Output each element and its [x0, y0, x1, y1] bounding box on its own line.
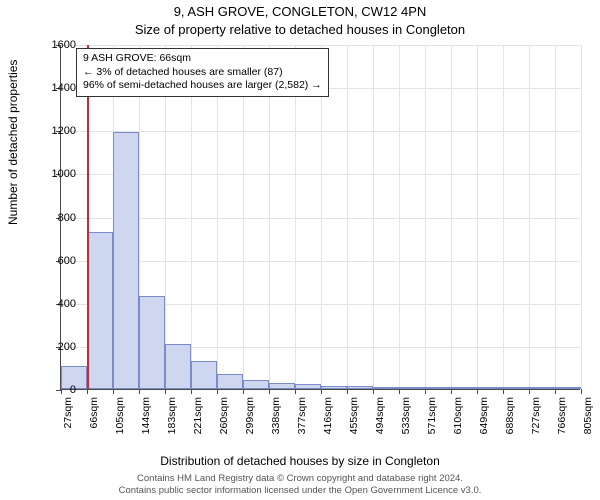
gridline-v	[529, 45, 530, 389]
xtick-label: 805sqm	[582, 397, 594, 443]
histogram-bar	[269, 383, 295, 389]
xtick-label: 183sqm	[166, 397, 178, 443]
xtick-label: 766sqm	[556, 397, 568, 443]
xtick-label: 571sqm	[426, 397, 438, 443]
footnote-line2: Contains public sector information licen…	[119, 485, 482, 496]
xtick-label: 688sqm	[504, 397, 516, 443]
xtick-label: 494sqm	[374, 397, 386, 443]
x-axis-label: Distribution of detached houses by size …	[0, 454, 600, 468]
footnote: Contains HM Land Registry data © Crown c…	[0, 473, 600, 496]
histogram-bar	[529, 387, 555, 389]
xtick-mark	[191, 389, 192, 394]
ytick-label: 1400	[36, 82, 76, 94]
xtick-mark	[581, 389, 582, 394]
xtick-label: 416sqm	[322, 397, 334, 443]
ytick-label: 0	[36, 384, 76, 396]
xtick-label: 221sqm	[192, 397, 204, 443]
chart-container: 9, ASH GROVE, CONGLETON, CW12 4PN Size o…	[0, 0, 600, 500]
xtick-label: 144sqm	[140, 397, 152, 443]
xtick-mark	[373, 389, 374, 394]
gridline-v	[425, 45, 426, 389]
gridline-v	[347, 45, 348, 389]
title-sub: Size of property relative to detached ho…	[0, 22, 600, 37]
xtick-label: 455sqm	[348, 397, 360, 443]
ytick-label: 1200	[36, 125, 76, 137]
xtick-mark	[555, 389, 556, 394]
histogram-bar	[503, 387, 529, 389]
xtick-mark	[243, 389, 244, 394]
histogram-bar	[373, 387, 399, 389]
xtick-mark	[269, 389, 270, 394]
xtick-mark	[165, 389, 166, 394]
histogram-bar	[243, 380, 269, 389]
gridline-v	[373, 45, 374, 389]
xtick-label: 649sqm	[478, 397, 490, 443]
histogram-bar	[295, 384, 321, 389]
histogram-bar	[87, 232, 113, 389]
xtick-mark	[113, 389, 114, 394]
ytick-label: 1600	[36, 39, 76, 51]
xtick-label: 338sqm	[270, 397, 282, 443]
histogram-bar	[477, 387, 503, 389]
histogram-bar	[399, 387, 425, 389]
xtick-label: 105sqm	[114, 397, 126, 443]
histogram-bar	[321, 386, 347, 389]
ytick-label: 600	[36, 255, 76, 267]
histogram-bar	[347, 386, 373, 389]
title-main: 9, ASH GROVE, CONGLETON, CW12 4PN	[0, 4, 600, 19]
xtick-mark	[477, 389, 478, 394]
xtick-label: 727sqm	[530, 397, 542, 443]
ytick-label: 1000	[36, 168, 76, 180]
gridline-v	[451, 45, 452, 389]
histogram-bar	[425, 387, 451, 389]
histogram-bar	[113, 132, 139, 389]
xtick-mark	[321, 389, 322, 394]
xtick-mark	[347, 389, 348, 394]
xtick-mark	[503, 389, 504, 394]
gridline-v	[399, 45, 400, 389]
xtick-label: 377sqm	[296, 397, 308, 443]
xtick-label: 533sqm	[400, 397, 412, 443]
xtick-label: 260sqm	[218, 397, 230, 443]
xtick-label: 610sqm	[452, 397, 464, 443]
xtick-mark	[399, 389, 400, 394]
xtick-label: 66sqm	[88, 397, 100, 443]
histogram-bar	[555, 387, 581, 389]
gridline-v	[581, 45, 582, 389]
xtick-mark	[529, 389, 530, 394]
ytick-label: 200	[36, 341, 76, 353]
annotation-line1: 9 ASH GROVE: 66sqm	[83, 52, 322, 66]
xtick-label: 299sqm	[244, 397, 256, 443]
xtick-label: 27sqm	[62, 397, 74, 443]
annotation-box: 9 ASH GROVE: 66sqm ← 3% of detached hous…	[76, 48, 329, 97]
annotation-line3: 96% of semi-detached houses are larger (…	[83, 79, 322, 93]
xtick-mark	[139, 389, 140, 394]
y-axis-label: Number of detached properties	[6, 60, 20, 225]
gridline-v	[503, 45, 504, 389]
annotation-line2: ← 3% of detached houses are smaller (87)	[83, 66, 322, 80]
histogram-bar	[139, 296, 165, 389]
xtick-mark	[217, 389, 218, 394]
histogram-bar	[165, 344, 191, 389]
gridline-v	[555, 45, 556, 389]
histogram-bar	[451, 387, 477, 389]
ytick-label: 800	[36, 212, 76, 224]
gridline-v	[477, 45, 478, 389]
footnote-line1: Contains HM Land Registry data © Crown c…	[137, 473, 463, 484]
ytick-label: 400	[36, 298, 76, 310]
xtick-mark	[425, 389, 426, 394]
xtick-mark	[87, 389, 88, 394]
histogram-bar	[191, 361, 217, 389]
histogram-bar	[217, 374, 243, 389]
xtick-mark	[295, 389, 296, 394]
xtick-mark	[451, 389, 452, 394]
